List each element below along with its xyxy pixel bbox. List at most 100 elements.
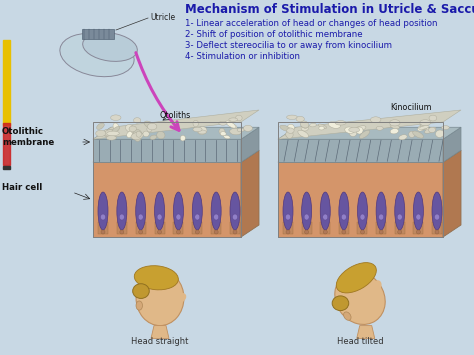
Ellipse shape bbox=[214, 230, 218, 234]
Ellipse shape bbox=[422, 126, 432, 132]
Ellipse shape bbox=[287, 128, 294, 133]
Ellipse shape bbox=[174, 293, 186, 303]
Ellipse shape bbox=[155, 192, 164, 230]
Ellipse shape bbox=[136, 271, 184, 326]
Ellipse shape bbox=[305, 230, 309, 234]
Ellipse shape bbox=[107, 130, 114, 134]
Ellipse shape bbox=[345, 127, 355, 133]
Bar bbox=[278, 122, 443, 237]
Ellipse shape bbox=[287, 115, 298, 119]
Polygon shape bbox=[93, 127, 259, 139]
Ellipse shape bbox=[233, 230, 237, 234]
Ellipse shape bbox=[147, 123, 157, 130]
Ellipse shape bbox=[243, 125, 252, 131]
Ellipse shape bbox=[361, 230, 365, 234]
Bar bbox=[98, 222, 108, 234]
Ellipse shape bbox=[176, 230, 181, 234]
Bar bbox=[211, 222, 221, 234]
Ellipse shape bbox=[195, 230, 199, 234]
Ellipse shape bbox=[286, 230, 290, 234]
Ellipse shape bbox=[332, 296, 349, 311]
Ellipse shape bbox=[229, 118, 238, 121]
Ellipse shape bbox=[420, 125, 427, 130]
Ellipse shape bbox=[349, 127, 360, 132]
Ellipse shape bbox=[136, 301, 143, 310]
Ellipse shape bbox=[230, 192, 240, 230]
Ellipse shape bbox=[129, 126, 137, 132]
Bar bbox=[173, 222, 183, 234]
Ellipse shape bbox=[298, 130, 309, 137]
Ellipse shape bbox=[224, 135, 230, 139]
Ellipse shape bbox=[429, 115, 437, 121]
Ellipse shape bbox=[397, 214, 402, 220]
Ellipse shape bbox=[133, 130, 142, 137]
Ellipse shape bbox=[97, 123, 104, 130]
Ellipse shape bbox=[135, 135, 141, 141]
Ellipse shape bbox=[192, 192, 202, 230]
Ellipse shape bbox=[372, 280, 382, 293]
Text: Kinocilium: Kinocilium bbox=[390, 104, 432, 113]
Ellipse shape bbox=[60, 33, 134, 77]
Text: 2- Shift of position of otolithic membrane: 2- Shift of position of otolithic membra… bbox=[185, 30, 363, 39]
Ellipse shape bbox=[296, 116, 304, 122]
Ellipse shape bbox=[106, 136, 116, 140]
Ellipse shape bbox=[110, 115, 121, 120]
Ellipse shape bbox=[117, 192, 127, 230]
Ellipse shape bbox=[390, 124, 400, 129]
Polygon shape bbox=[278, 127, 461, 139]
Ellipse shape bbox=[328, 122, 340, 128]
Ellipse shape bbox=[237, 128, 244, 132]
Ellipse shape bbox=[418, 124, 427, 131]
Ellipse shape bbox=[176, 214, 181, 220]
Ellipse shape bbox=[442, 126, 449, 130]
Ellipse shape bbox=[143, 131, 149, 137]
Ellipse shape bbox=[341, 214, 346, 220]
Bar bbox=[413, 222, 423, 234]
Ellipse shape bbox=[376, 192, 386, 230]
Ellipse shape bbox=[193, 127, 202, 132]
Ellipse shape bbox=[96, 130, 106, 137]
Ellipse shape bbox=[319, 126, 324, 130]
Ellipse shape bbox=[310, 123, 316, 127]
Ellipse shape bbox=[357, 192, 367, 230]
Bar bbox=[339, 222, 349, 234]
Ellipse shape bbox=[157, 214, 162, 220]
Ellipse shape bbox=[318, 124, 327, 129]
Text: Utricle: Utricle bbox=[150, 13, 175, 22]
Ellipse shape bbox=[100, 214, 106, 220]
Bar bbox=[155, 222, 164, 234]
Ellipse shape bbox=[412, 131, 423, 138]
Polygon shape bbox=[357, 326, 375, 338]
Ellipse shape bbox=[127, 131, 132, 138]
Ellipse shape bbox=[101, 230, 105, 234]
Ellipse shape bbox=[180, 135, 185, 141]
Polygon shape bbox=[241, 127, 259, 162]
Ellipse shape bbox=[287, 124, 294, 132]
Ellipse shape bbox=[435, 214, 439, 220]
Bar bbox=[395, 222, 405, 234]
Ellipse shape bbox=[399, 135, 407, 140]
Ellipse shape bbox=[435, 230, 439, 234]
Polygon shape bbox=[151, 326, 169, 338]
Ellipse shape bbox=[219, 128, 225, 135]
Ellipse shape bbox=[195, 214, 200, 220]
Bar bbox=[376, 222, 386, 234]
Bar bbox=[3, 40, 10, 125]
Ellipse shape bbox=[436, 130, 444, 137]
Ellipse shape bbox=[120, 230, 124, 234]
Ellipse shape bbox=[379, 230, 383, 234]
Ellipse shape bbox=[416, 230, 420, 234]
Ellipse shape bbox=[131, 132, 143, 140]
Polygon shape bbox=[278, 150, 461, 162]
Text: 3- Deflect stereocilia to or away from kinocilium: 3- Deflect stereocilia to or away from k… bbox=[185, 41, 392, 50]
Ellipse shape bbox=[136, 192, 146, 230]
Bar bbox=[301, 222, 311, 234]
Ellipse shape bbox=[233, 214, 237, 220]
Ellipse shape bbox=[335, 272, 385, 324]
Ellipse shape bbox=[354, 126, 366, 132]
Ellipse shape bbox=[107, 131, 119, 136]
Ellipse shape bbox=[173, 192, 183, 230]
Bar bbox=[432, 222, 442, 234]
Ellipse shape bbox=[356, 127, 363, 134]
Bar bbox=[93, 139, 241, 162]
